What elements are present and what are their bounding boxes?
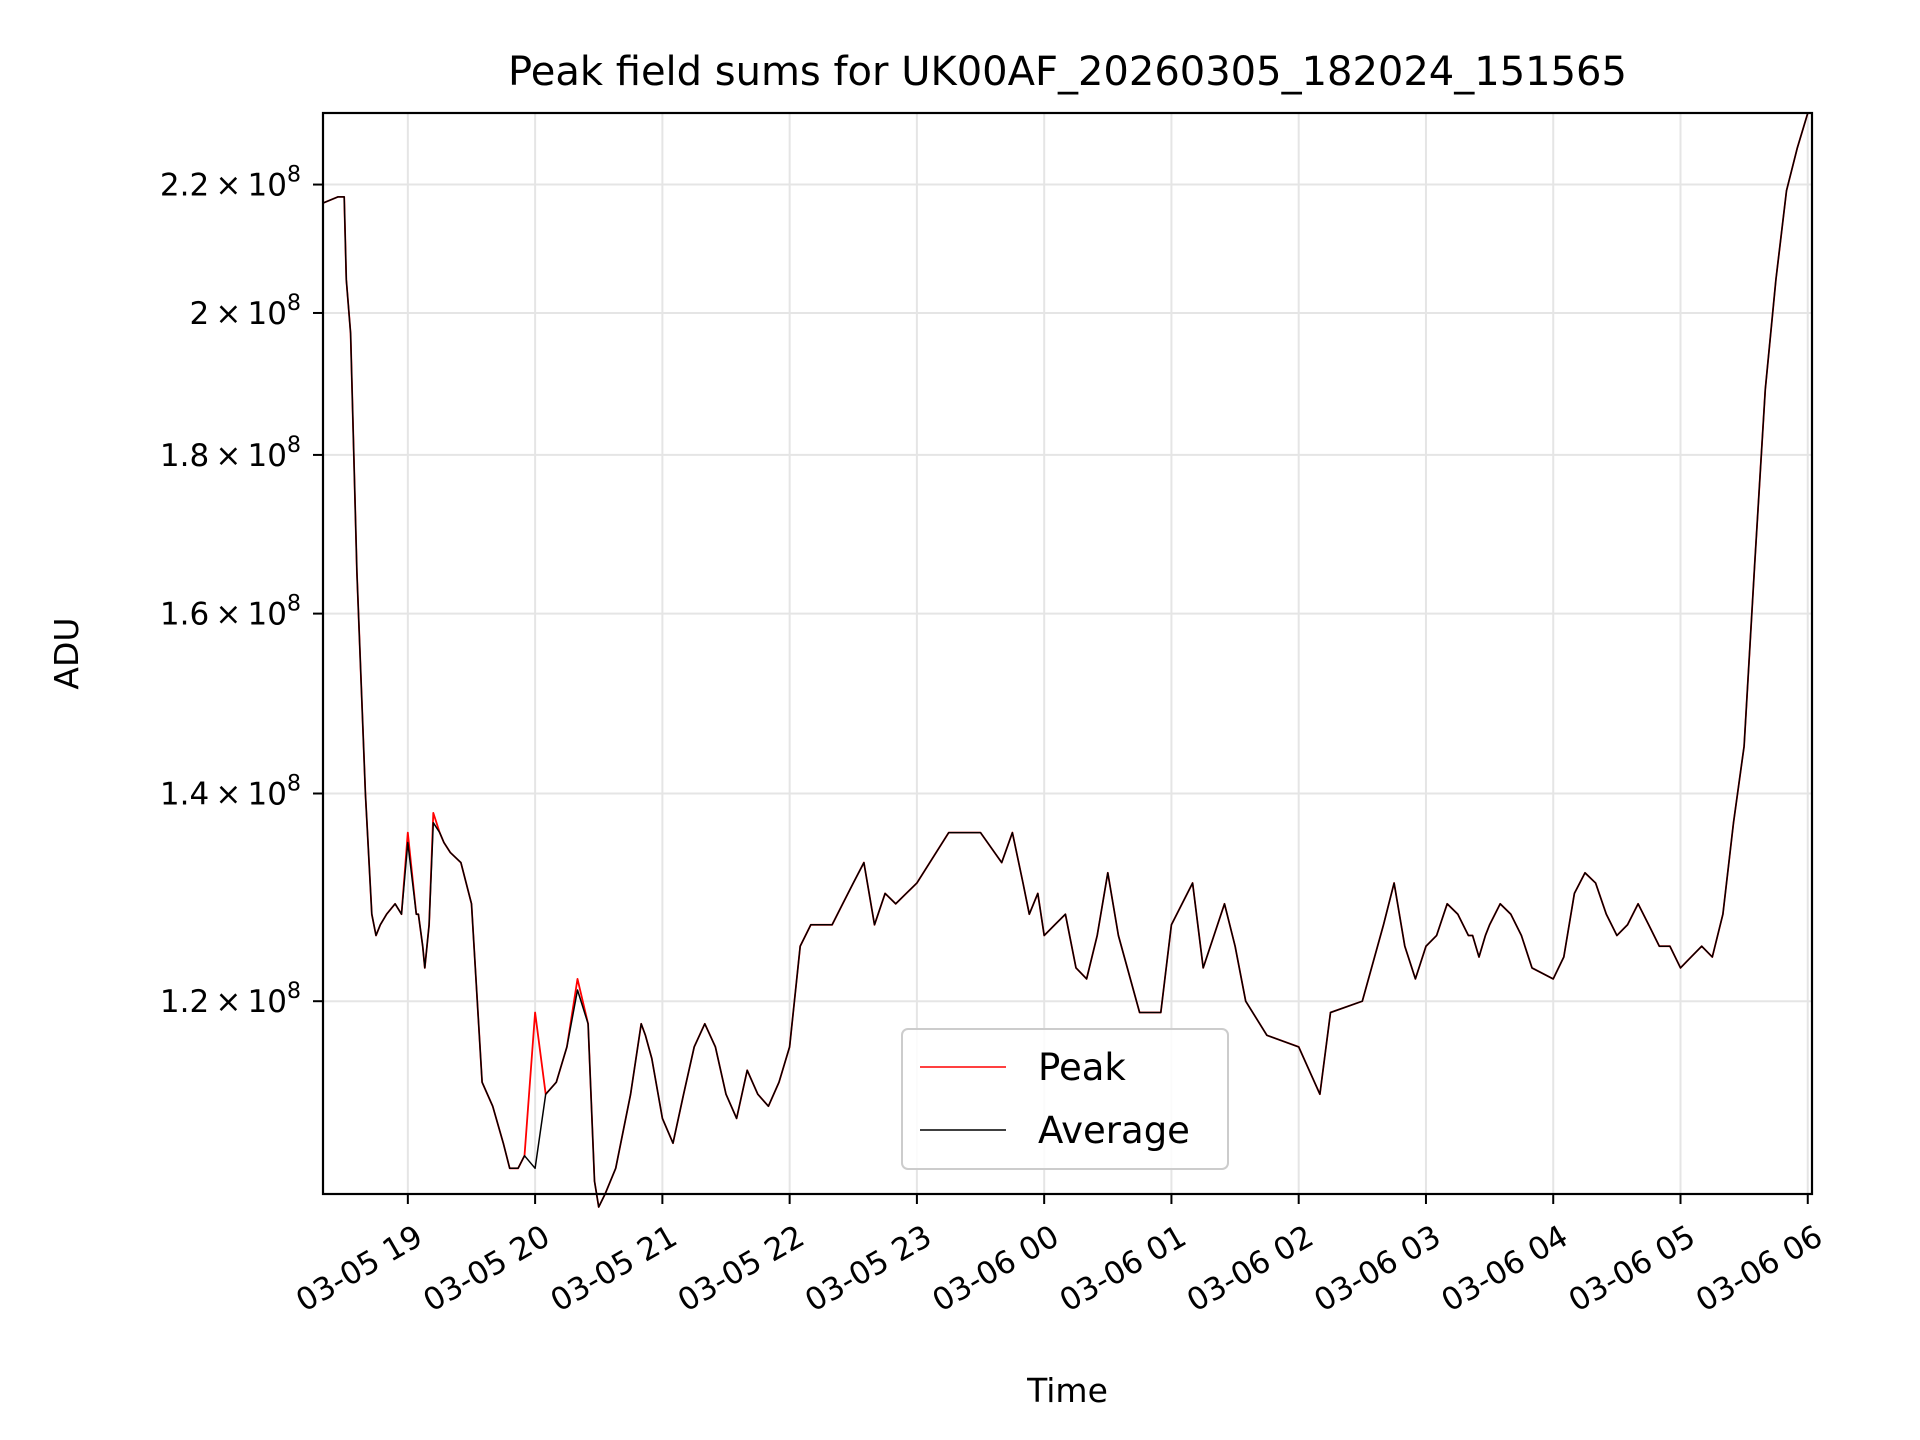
x-tick-label: 03-06 05 (1563, 1218, 1702, 1319)
x-tick-label: 03-05 21 (545, 1218, 684, 1319)
x-tick-label: 03-05 23 (799, 1218, 938, 1319)
y-tick-label: 1.4 × 108 (160, 772, 301, 813)
x-tick-label: 03-05 19 (290, 1218, 429, 1319)
y-axis-label: ADU (47, 617, 86, 689)
x-tick-label: 03-06 06 (1690, 1218, 1829, 1319)
plot-area-frame (321, 111, 1814, 1196)
x-tick-label: 03-06 00 (926, 1218, 1065, 1319)
series-lines (322, 112, 1812, 1208)
y-tick-label: 1.2 × 108 (160, 979, 301, 1020)
x-tick-label: 03-05 22 (672, 1218, 811, 1319)
y-tick-label: 1.8 × 108 (160, 433, 301, 474)
x-tick-label: 03-06 04 (1436, 1218, 1575, 1319)
y-tick-label: 1.6 × 108 (160, 592, 301, 633)
series-line-average (322, 112, 1812, 1208)
legend-label-average: Average (1038, 1109, 1190, 1152)
x-tick-label: 03-05 20 (417, 1218, 556, 1319)
grid (323, 113, 1812, 1194)
x-axis-label: Time (1026, 1371, 1108, 1410)
chart-title: Peak field sums for UK00AF_20260305_1820… (508, 49, 1627, 95)
y-tick-label: 2.2 × 108 (160, 163, 301, 204)
x-tick-label: 03-06 01 (1054, 1218, 1193, 1319)
legend-label-peak: Peak (1038, 1046, 1126, 1089)
x-tick-label: 03-06 03 (1308, 1218, 1447, 1319)
legend-box (901, 1028, 1229, 1170)
legend: Peak Average (901, 1028, 1229, 1170)
x-tick-label: 03-06 02 (1181, 1218, 1320, 1319)
y-tick-label: 2 × 108 (189, 291, 301, 332)
